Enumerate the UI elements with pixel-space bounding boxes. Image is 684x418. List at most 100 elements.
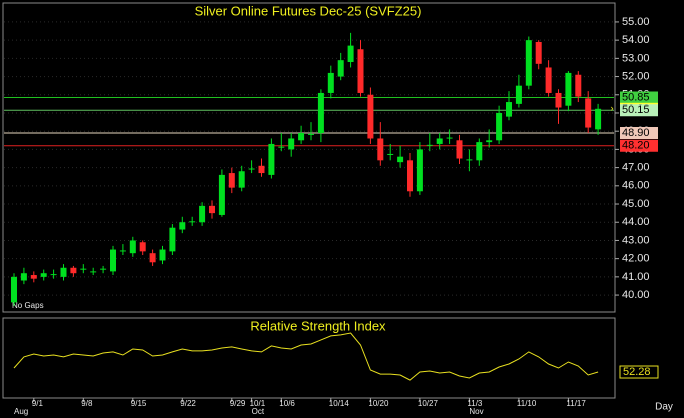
candle-body: [149, 253, 156, 263]
candle-body: [30, 275, 37, 279]
y-tick-label: 53.00: [622, 52, 650, 64]
candle-body: [248, 168, 255, 170]
candle-body: [238, 171, 245, 188]
y-tick-label: 55.00: [622, 16, 650, 28]
y-tick-label: 46.00: [622, 180, 650, 192]
candle-body: [278, 146, 285, 148]
level-box: [620, 139, 658, 152]
candle-body: [456, 140, 463, 159]
candle-body: [476, 142, 483, 161]
x-tick-label: 11/10: [517, 399, 537, 408]
candle-body: [90, 271, 97, 273]
x-tick-label: 9/8: [81, 399, 93, 408]
x-tick-label: 10/20: [368, 399, 389, 408]
candle-body: [426, 144, 433, 146]
candle-body: [308, 133, 314, 135]
candle-body: [515, 85, 522, 104]
candle-body: [545, 67, 552, 93]
candle-body: [258, 165, 265, 174]
candle-body: [347, 45, 354, 62]
candle-body: [268, 143, 275, 175]
x-tick-label: 10/1: [250, 399, 266, 408]
candle-body: [337, 60, 344, 77]
candle-body: [506, 102, 512, 117]
candle-body: [298, 133, 305, 141]
x-tick-label: 9/29: [230, 399, 246, 408]
candle-body: [40, 273, 47, 277]
candle-body: [189, 221, 196, 223]
candle-body: [446, 137, 453, 139]
price-panel-frame: [2, 2, 616, 313]
candle-body: [100, 268, 107, 270]
month-label: Aug: [14, 407, 28, 416]
candle-body: [575, 74, 582, 97]
y-tick-label: 52.00: [622, 70, 650, 82]
x-tick-label: 9/22: [180, 399, 196, 408]
candle-body: [129, 240, 136, 254]
candle-body: [110, 249, 116, 272]
candle-body: [585, 98, 592, 128]
rsi-panel-frame: [2, 317, 616, 399]
x-tick-label: 10/14: [329, 399, 350, 408]
y-tick-label: 42.00: [622, 253, 650, 265]
y-tick-label: 54.00: [622, 34, 650, 46]
x-tick-label: 9/15: [131, 399, 147, 408]
y-tick-label: 45.00: [622, 198, 650, 210]
candle-body: [496, 112, 503, 141]
candle-body: [565, 72, 572, 106]
month-label: Nov: [469, 407, 483, 416]
candle-body: [159, 249, 166, 261]
level-label: 48.90: [622, 127, 650, 139]
candle-body: [535, 41, 542, 64]
x-tick-label: 11/3: [467, 399, 483, 408]
candle-body: [407, 160, 413, 192]
candle-body: [50, 274, 57, 276]
candle-body: [228, 173, 235, 188]
level-box: [620, 127, 658, 140]
x-axis-label: Day: [655, 402, 673, 413]
x-tick-label: 10/27: [418, 399, 439, 408]
candle-body: [70, 267, 77, 274]
candle-body: [486, 140, 493, 143]
y-tick-label: 40.00: [622, 289, 650, 301]
candle-body: [397, 156, 404, 163]
level-label: 50.85: [622, 91, 650, 103]
candle-body: [357, 49, 364, 93]
y-tick-label: 43.00: [622, 234, 650, 246]
chart-title: Silver Online Futures Dec-25 (SVFZ25): [195, 3, 422, 18]
candle-body: [367, 94, 374, 139]
candle-body: [11, 276, 17, 303]
candle-body: [288, 138, 295, 150]
candle-body: [119, 250, 126, 252]
level-box: [620, 91, 658, 104]
candle-body: [436, 138, 443, 144]
candle-body: [169, 227, 176, 252]
candle-body: [317, 92, 324, 134]
y-tick-label: 41.00: [622, 271, 650, 283]
candle-body: [139, 242, 146, 252]
rsi-line: [13, 332, 599, 381]
candle-body: [209, 205, 215, 214]
candle-body: [80, 268, 87, 270]
y-tick-label: 44.00: [622, 216, 650, 228]
candle-body: [327, 72, 334, 93]
y-tick-label: 47.00: [622, 162, 650, 174]
annotation: No Gaps: [12, 301, 44, 310]
candle-body: [525, 40, 532, 86]
rsi-value-label: 52.28: [623, 366, 651, 378]
candle-body: [377, 138, 384, 161]
candle-body: [555, 92, 562, 108]
x-tick-label: 11/17: [566, 399, 586, 408]
candle-body: [387, 153, 394, 155]
candle-body: [416, 149, 423, 192]
price-marker: ›: [611, 103, 614, 113]
candle-body: [20, 273, 27, 281]
candle-body: [199, 205, 206, 223]
candle-body: [466, 159, 473, 161]
rsi-value-box: [619, 365, 659, 379]
candle-body: [595, 108, 602, 130]
level-label: 48.20: [622, 140, 650, 152]
month-label: Oct: [252, 407, 265, 416]
